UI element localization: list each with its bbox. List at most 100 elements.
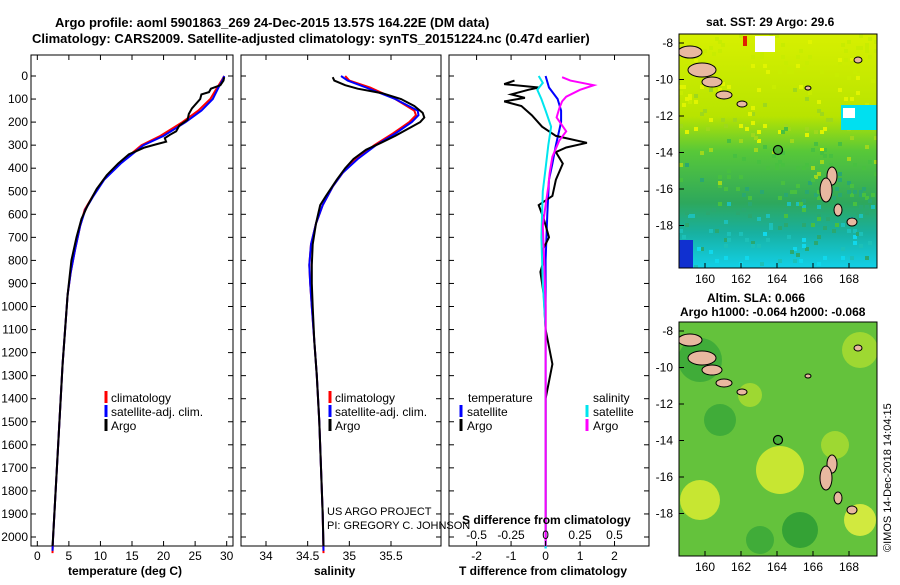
sst-pixel [697, 247, 701, 251]
sst-map-frame [678, 33, 878, 269]
sst-pixel [874, 160, 877, 164]
lon-tick-label: 166 [803, 560, 823, 574]
sst-pixel [763, 145, 767, 149]
sla-blob [782, 512, 818, 548]
sst-pixel [772, 85, 776, 89]
sst-pixel [778, 226, 782, 230]
sst-pixel [823, 127, 827, 131]
depth-tick-label: 2000 [1, 530, 28, 544]
sst-pixel [781, 130, 785, 134]
island [715, 378, 733, 388]
sst-pixel [796, 55, 800, 59]
series-line-s-satellite [536, 75, 553, 549]
sst-pixel [757, 88, 761, 92]
sst-pixel [802, 223, 806, 227]
land-islands [679, 333, 863, 515]
salinity-series [308, 75, 426, 554]
sst-pixel [805, 190, 809, 194]
sst-pixel [694, 265, 698, 268]
temperature-tick-label: 25 [188, 549, 202, 563]
sst-pixel [829, 154, 833, 158]
sst-pixel [679, 163, 683, 167]
sst-pixel [709, 88, 713, 92]
island [846, 217, 858, 227]
sst-pixel [850, 61, 854, 65]
sst-pixel [760, 55, 764, 59]
depth-tick-label: 0 [21, 69, 28, 83]
sst-pixel [853, 235, 857, 239]
sst-pixel [874, 172, 877, 176]
sla-map-frame [678, 321, 878, 557]
sst-pixel [814, 241, 818, 245]
sst-pixel [778, 196, 782, 200]
sst-pixel [745, 238, 749, 242]
sst-pixel [679, 178, 683, 182]
sst-pixel [679, 124, 683, 128]
sst-pixel [862, 166, 866, 170]
sst-pixel [781, 43, 785, 47]
sst-pixel [778, 259, 782, 263]
title-line-1: Argo profile: aoml 5901863_269 24-Dec-20… [55, 15, 489, 30]
temperature-panel [30, 54, 234, 547]
sst-pixel [817, 109, 821, 113]
argo-float-marker-sst [772, 144, 784, 156]
sst-pixel [811, 223, 815, 227]
depth-tick-label: 900 [8, 276, 28, 290]
sla-blob [680, 480, 720, 520]
sst-pixel [814, 193, 818, 197]
sst-pixel [808, 181, 812, 185]
sst-pixel [718, 181, 722, 185]
sst-pixel [814, 175, 818, 179]
temperature-tick-label: 30 [220, 549, 234, 563]
sst-pixel [859, 46, 863, 50]
sst-pixel [766, 238, 770, 242]
sst-pixel [709, 118, 713, 122]
sst-pixel [733, 118, 737, 122]
sst-pixel [796, 64, 800, 68]
depth-tick-label: 1200 [1, 346, 28, 360]
sst-pixel [763, 232, 767, 236]
sst-map-title: sat. SST: 29 Argo: 29.6 [706, 15, 835, 29]
sst-pixel [859, 34, 863, 38]
sst-pixel [799, 85, 803, 89]
sst-pixel [841, 223, 845, 227]
sst-pixel [856, 232, 860, 236]
sst-pixel [718, 175, 722, 179]
sst-pixel [742, 157, 746, 161]
sst-pixel [760, 190, 764, 194]
sst-pixel [814, 130, 818, 134]
island [819, 465, 833, 491]
sst-pixel [850, 64, 854, 68]
sst-pixel [682, 85, 686, 89]
sst-pixel [766, 214, 770, 218]
sst-pixel [874, 49, 877, 53]
sst-pixel [790, 250, 794, 254]
sst-pixel [784, 127, 788, 131]
legend-label-s-satellite: satellite [593, 405, 634, 419]
sst-pixel [856, 211, 860, 215]
island [701, 76, 723, 88]
sst-pixel [853, 241, 857, 245]
salinity-tick-label: 34.5 [296, 549, 320, 563]
s-difference-axis-label: S difference from climatology [462, 513, 631, 527]
sst-pixel [679, 91, 683, 95]
depth-tick-label: 700 [8, 230, 28, 244]
sst-pixel [751, 55, 755, 59]
sst-pixel [871, 205, 875, 209]
sst-pixel [727, 232, 731, 236]
sst-pixel [796, 166, 800, 170]
sst-pixel [781, 163, 785, 167]
sla-map-title-line-2: Argo h1000: -0.064 h2000: -0.068 [680, 305, 866, 319]
sst-pixel [865, 43, 869, 47]
sst-pixel [826, 217, 830, 221]
sst-pixel [721, 82, 725, 86]
sst-pixel [808, 55, 812, 59]
sst-pixel [688, 94, 692, 98]
sst-pixel [787, 235, 791, 239]
sst-pixel [793, 259, 797, 263]
sst-pixel [868, 199, 872, 203]
sst-pixel [754, 148, 758, 152]
sst-pixel [745, 187, 749, 191]
depth-tick-label: 1700 [1, 461, 28, 475]
t-difference-tick-label: -1 [506, 549, 517, 563]
